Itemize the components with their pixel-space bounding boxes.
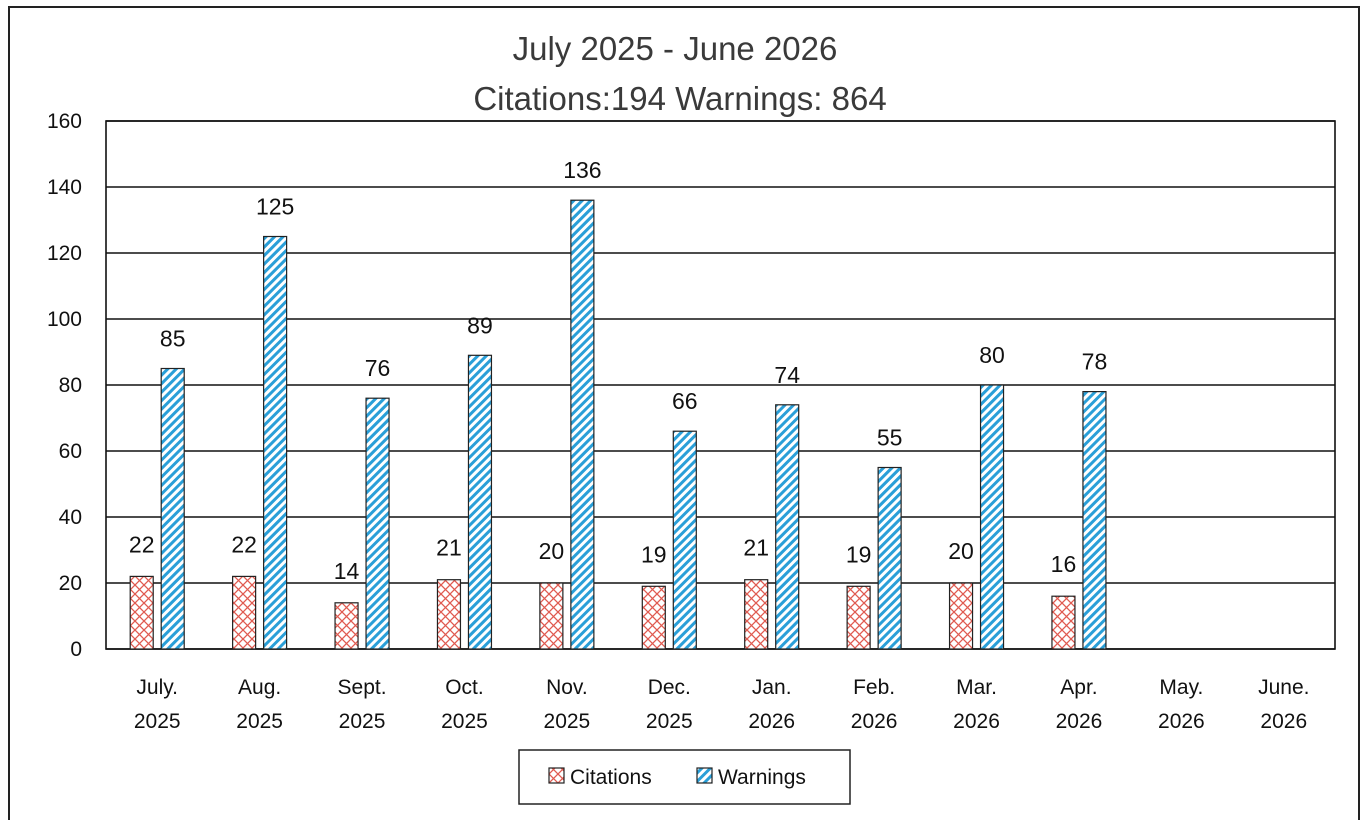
x-tick-label-year: 2025 — [339, 710, 386, 733]
citation-bar — [1051, 595, 1076, 650]
x-tick-label-month: Jan. — [752, 676, 792, 699]
warning-bar — [467, 354, 493, 650]
warning-data-label: 85 — [160, 326, 186, 352]
x-tick-label-year: 2025 — [441, 710, 488, 733]
x-axis-ticks: July. 2025 Aug. 2025 Sept. 2025 Oct. 2025 Nov. 20… — [134, 676, 1310, 733]
plot-area — [105, 120, 1336, 650]
citation-bar — [744, 579, 769, 650]
citation-data-label: 22 — [129, 531, 155, 557]
y-tick-label: 100 — [47, 308, 82, 331]
y-tick-label: 40 — [59, 506, 82, 529]
warning-data-label: 74 — [774, 362, 800, 388]
citation-bar — [232, 575, 257, 650]
warning-data-label: 89 — [467, 312, 493, 338]
y-tick-label: 20 — [59, 572, 82, 595]
gridlines — [105, 120, 1336, 650]
y-tick-label: 140 — [47, 176, 82, 199]
warning-data-label: 80 — [979, 342, 1005, 368]
warning-bar — [775, 404, 800, 650]
x-tick-label-month: Mar. — [956, 676, 997, 699]
warning-bar — [672, 430, 697, 650]
citation-bar — [641, 585, 666, 650]
warning-data-label: 125 — [256, 194, 294, 220]
y-tick-label: 160 — [47, 110, 82, 133]
x-tick-label-month: Feb. — [853, 676, 895, 699]
warning-data-label: 78 — [1082, 349, 1108, 375]
warning-data-label: 55 — [877, 425, 903, 451]
citation-data-label: 21 — [743, 535, 769, 561]
bars — [129, 199, 1107, 650]
legend-swatch-warnings — [696, 767, 713, 784]
warning-data-label: 76 — [365, 355, 391, 381]
citation-data-label: 20 — [539, 538, 565, 564]
legend-label-citations: Citations — [570, 766, 652, 789]
warning-data-label: 136 — [563, 157, 601, 183]
x-tick-label-year: 2026 — [1056, 710, 1103, 733]
x-tick-label-year: 2026 — [748, 710, 795, 733]
x-tick-label-year: 2025 — [134, 710, 181, 733]
x-tick-label-year: 2026 — [1158, 710, 1205, 733]
x-tick-label-month: Apr. — [1060, 676, 1097, 699]
x-tick-label-month: Dec. — [648, 676, 691, 699]
x-tick-label-year: 2025 — [236, 710, 283, 733]
warning-bar — [263, 235, 288, 650]
citation-data-label: 21 — [436, 535, 462, 561]
legend-label-warnings: Warnings — [718, 766, 806, 789]
chart-frame — [8, 6, 1360, 820]
citation-data-label: 19 — [641, 541, 667, 567]
citation-data-label: 19 — [846, 541, 872, 567]
data-labels: 22 85 22 125 14 76 21 89 20 136 19 66 21 74 19 55 20 80 16… — [129, 157, 1107, 584]
chart-title: July 2025 - June 2026 — [513, 30, 838, 67]
citation-data-label: 14 — [334, 558, 360, 584]
warning-bar — [570, 199, 595, 650]
y-tick-label: 80 — [59, 374, 82, 397]
x-tick-label-year: 2026 — [953, 710, 1000, 733]
citation-bar — [436, 579, 462, 650]
legend: Citations Warnings — [518, 749, 851, 805]
x-tick-label-month: Nov. — [546, 676, 588, 699]
warning-bar — [365, 397, 390, 650]
warning-bar — [1082, 391, 1107, 650]
warning-bar — [979, 384, 1005, 650]
citation-bar — [129, 575, 154, 650]
citation-bar — [539, 582, 564, 650]
chart-subtitle: Citations:194 Warnings: 864 — [473, 80, 886, 117]
x-tick-label-month: May. — [1159, 676, 1203, 699]
x-tick-label-month: June. — [1258, 676, 1309, 699]
citation-bar — [846, 585, 871, 650]
x-tick-label-year: 2025 — [646, 710, 693, 733]
warning-bar — [877, 466, 902, 650]
citation-data-label: 16 — [1051, 551, 1077, 577]
x-tick-label-year: 2025 — [544, 710, 591, 733]
legend-swatch-citations — [548, 767, 565, 784]
x-tick-label-month: Oct. — [445, 676, 484, 699]
x-tick-label-month: Sept. — [338, 676, 387, 699]
citation-bar — [948, 582, 974, 650]
y-tick-label: 0 — [70, 638, 82, 661]
x-tick-label-month: Aug. — [238, 676, 281, 699]
y-axis-ticks: 0 20 40 60 80 100 120 140 160 — [47, 110, 82, 661]
x-tick-label-year: 2026 — [851, 710, 898, 733]
y-tick-label: 60 — [59, 440, 82, 463]
x-tick-label-year: 2026 — [1260, 710, 1307, 733]
warning-data-label: 66 — [672, 388, 698, 414]
x-tick-label-month: July. — [136, 676, 178, 699]
citation-bar — [334, 602, 359, 650]
legend-box — [518, 749, 851, 805]
y-tick-label: 120 — [47, 242, 82, 265]
citation-data-label: 22 — [231, 531, 257, 557]
warning-bar — [160, 367, 185, 650]
citation-data-label: 20 — [948, 538, 974, 564]
